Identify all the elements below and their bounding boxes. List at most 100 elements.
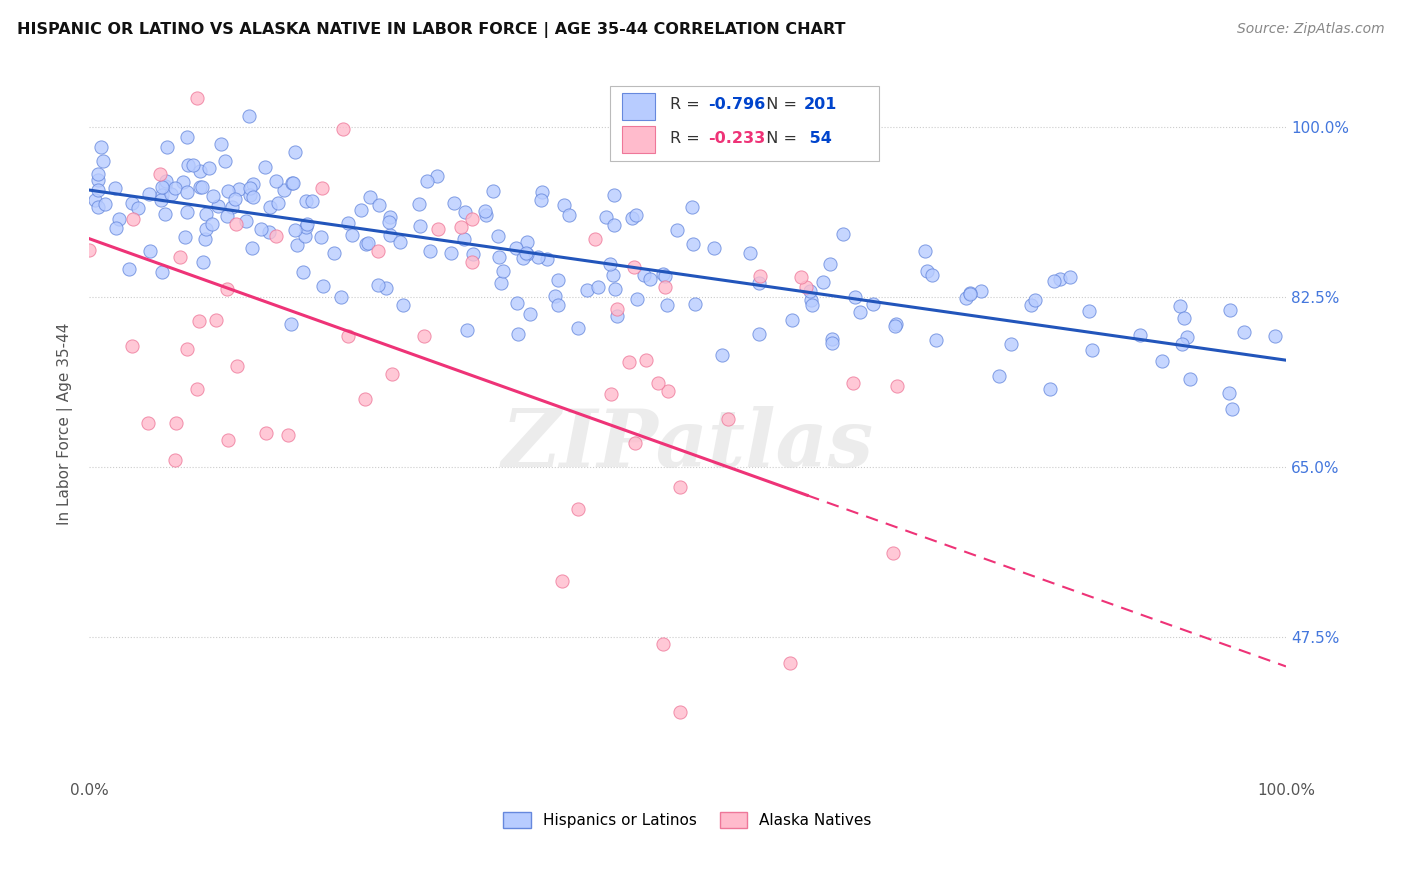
Point (104, 221, 127, 235)
Point (505, 241, 527, 255)
Point (188, 180, 211, 194)
Text: N =: N = (756, 130, 801, 145)
Point (242, 178, 264, 192)
Point (194, 207, 217, 221)
Point (1019, 298, 1042, 312)
Point (217, 433, 239, 447)
Point (789, 269, 811, 284)
Point (207, 199, 229, 213)
Point (1129, 327, 1152, 342)
Point (647, 376, 669, 390)
Point (1218, 386, 1240, 401)
Point (121, 196, 143, 211)
Point (453, 232, 475, 246)
Point (367, 277, 389, 292)
Point (221, 200, 243, 214)
Point (453, 204, 475, 219)
Point (264, 174, 287, 188)
Point (190, 163, 212, 178)
Point (413, 329, 436, 343)
Point (264, 229, 287, 244)
Point (832, 227, 855, 242)
Point (153, 178, 176, 193)
Point (191, 180, 214, 194)
Point (86, 200, 108, 214)
Point (844, 290, 866, 304)
Point (717, 411, 740, 425)
Point (155, 174, 177, 188)
Point (710, 348, 733, 362)
Point (250, 221, 273, 235)
Point (800, 293, 823, 307)
Point (603, 283, 626, 297)
Point (150, 193, 173, 207)
Point (156, 140, 179, 154)
Point (240, 241, 263, 255)
Point (617, 355, 640, 369)
Text: Source: ZipAtlas.com: Source: ZipAtlas.com (1237, 22, 1385, 37)
Point (121, 211, 143, 226)
Point (337, 216, 360, 230)
Point (516, 235, 538, 249)
Point (87, 183, 110, 197)
Point (558, 208, 581, 222)
Point (959, 285, 981, 300)
Point (780, 313, 803, 327)
Point (657, 384, 679, 398)
Point (738, 245, 761, 260)
Point (228, 182, 250, 196)
Point (595, 211, 617, 225)
Point (450, 219, 472, 234)
Point (217, 184, 239, 198)
Point (1039, 382, 1062, 396)
Point (84, 193, 107, 207)
Text: ZIPatlas: ZIPatlas (502, 406, 873, 483)
Point (205, 313, 228, 327)
Point (959, 287, 981, 301)
Point (174, 230, 197, 244)
Point (225, 217, 247, 231)
Point (482, 184, 505, 198)
Point (475, 209, 498, 223)
Point (682, 236, 704, 251)
Point (1178, 372, 1201, 386)
Point (748, 326, 770, 341)
Point (603, 218, 626, 232)
Point (150, 179, 173, 194)
Point (224, 192, 246, 206)
Point (547, 273, 569, 287)
Point (884, 318, 907, 333)
Point (284, 145, 307, 160)
Point (842, 376, 865, 391)
Point (599, 257, 621, 271)
Point (194, 222, 217, 236)
Point (801, 297, 824, 311)
Point (530, 193, 553, 207)
Text: 201: 201 (804, 97, 837, 112)
Point (652, 268, 675, 282)
Point (408, 196, 430, 211)
Point (474, 203, 496, 218)
Point (108, 211, 131, 226)
Point (426, 222, 449, 236)
Point (606, 309, 628, 323)
Point (408, 219, 430, 234)
Text: N =: N = (756, 97, 801, 112)
Point (655, 298, 678, 312)
Point (226, 359, 249, 373)
Point (374, 281, 396, 295)
Point (515, 246, 537, 260)
Point (368, 198, 391, 212)
Point (456, 323, 478, 337)
Point (292, 265, 315, 279)
Point (136, 416, 159, 430)
Point (849, 304, 872, 318)
Point (624, 208, 647, 222)
Point (626, 292, 648, 306)
Point (177, 158, 200, 172)
Point (176, 185, 198, 199)
Point (665, 223, 688, 237)
Point (489, 277, 512, 291)
Point (1059, 269, 1081, 284)
Point (567, 501, 589, 516)
